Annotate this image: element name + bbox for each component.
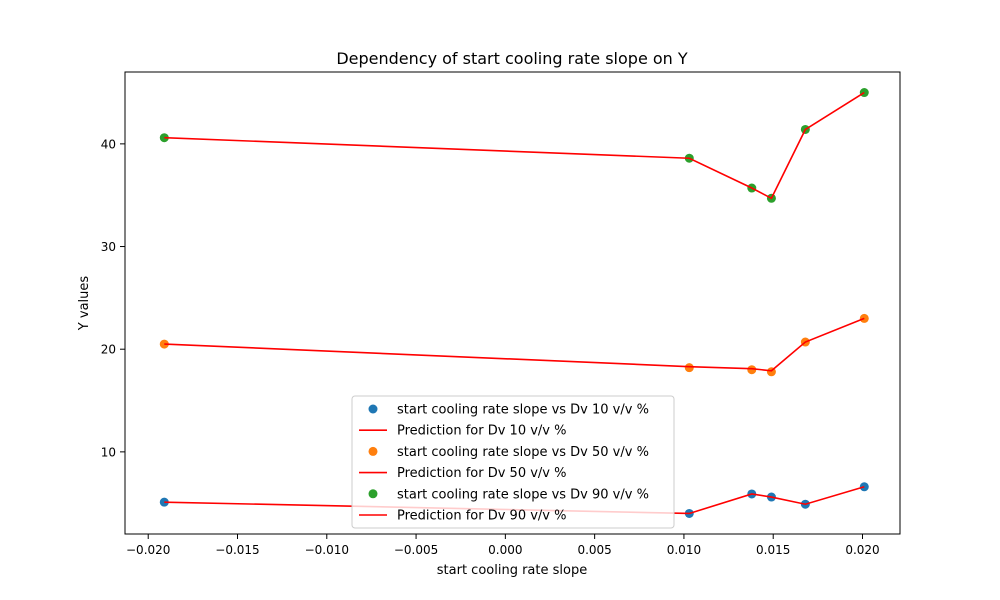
- legend-entry-label: start cooling rate slope vs Dv 10 v/v %: [397, 403, 649, 418]
- prediction-line: [164, 317, 865, 372]
- x-tick-label: 0.010: [667, 543, 701, 557]
- legend-marker: [368, 404, 378, 414]
- legend-entry-label: start cooling rate slope vs Dv 90 v/v %: [397, 487, 649, 502]
- y-axis-label: Y values: [77, 276, 92, 332]
- legend-marker: [368, 489, 378, 499]
- legend-box: [351, 395, 675, 529]
- data-point: [747, 365, 757, 375]
- x-tick-label: −0.005: [394, 543, 438, 557]
- legend: start cooling rate slope vs Dv 10 v/v % P…: [351, 395, 675, 529]
- data-point: [159, 497, 169, 507]
- series-6: [164, 91, 865, 200]
- y-tick-label: 30: [101, 240, 116, 254]
- y-tick-label: 40: [101, 137, 116, 151]
- legend-entry-label: Prediction for Dv 50 v/v %: [397, 466, 566, 481]
- x-tick-label: −0.010: [305, 543, 349, 557]
- prediction-line: [164, 91, 865, 200]
- legend-entry-label: Prediction for Dv 90 v/v %: [397, 509, 566, 524]
- data-point: [159, 339, 169, 349]
- x-tick-label: −0.020: [126, 543, 170, 557]
- x-tick-label: −0.015: [215, 543, 259, 557]
- legend-marker: [368, 446, 378, 456]
- series-4: [164, 317, 865, 372]
- x-tick-label: 0.000: [488, 543, 522, 557]
- y-axis: 10 20 30 40: [101, 137, 125, 459]
- x-tick-label: 0.005: [577, 543, 611, 557]
- y-tick-label: 10: [101, 445, 116, 459]
- chart-title: Dependency of start cooling rate slope o…: [336, 49, 688, 68]
- data-point: [684, 363, 694, 373]
- x-tick-label: 0.020: [845, 543, 879, 557]
- plot-frame: [124, 71, 901, 535]
- x-axis: −0.020 −0.015 −0.010 −0.005 0.000 0.005 0.010 0…: [126, 534, 880, 557]
- x-tick-label: 0.015: [756, 543, 790, 557]
- x-axis-label: start cooling rate slope: [437, 563, 587, 578]
- y-tick-label: 20: [101, 343, 116, 357]
- data-point: [159, 133, 169, 143]
- legend-entry-label: start cooling rate slope vs Dv 50 v/v %: [397, 445, 649, 460]
- legend-entry-label: Prediction for Dv 10 v/v %: [397, 424, 566, 439]
